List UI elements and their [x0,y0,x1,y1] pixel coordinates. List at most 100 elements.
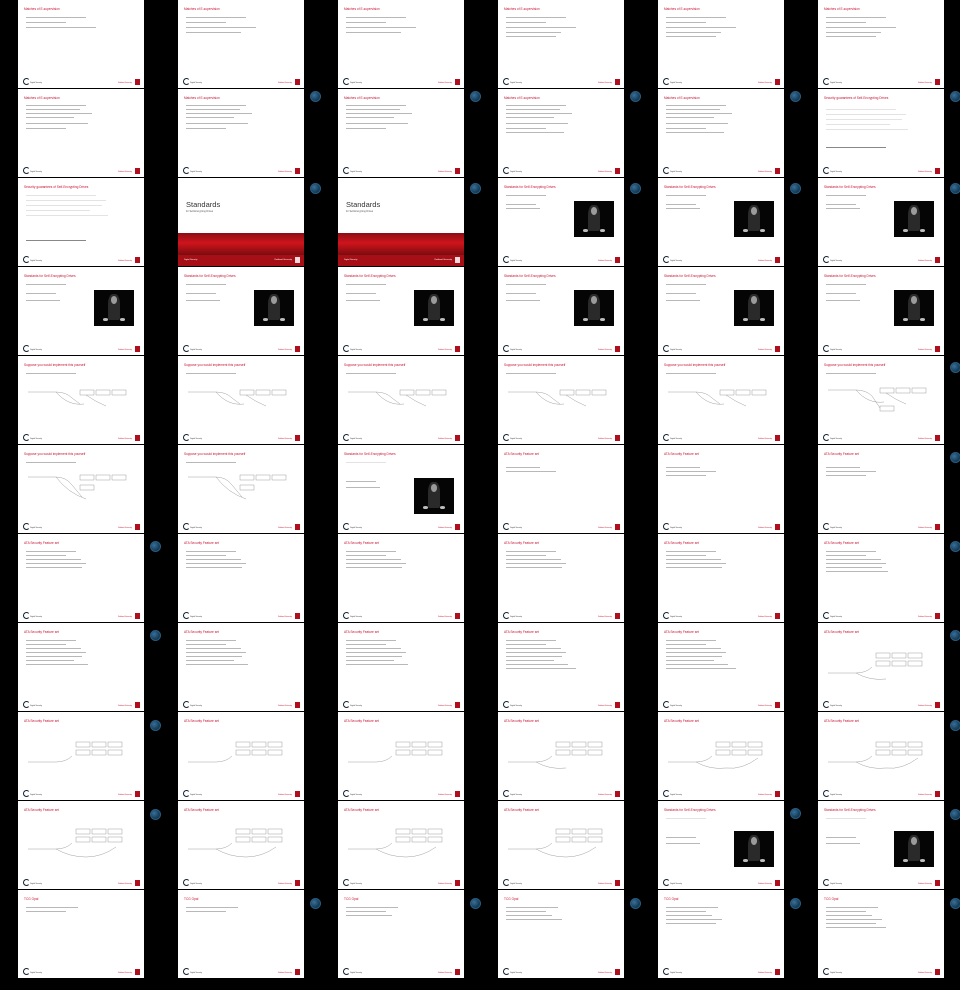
marker-icon[interactable] [790,898,801,909]
photo-image [94,290,134,326]
slide-ata-24[interactable]: ATA Security Feature set Digital Securit… [818,623,944,711]
logo-icon [343,78,350,85]
slide-ata-21[interactable]: ATA Security Feature set Digital Securit… [658,712,784,800]
slide-mbc-9[interactable]: Matches of E-supervision Digital Securit… [658,0,784,88]
marker-icon[interactable] [310,898,321,909]
slide-mbc-4[interactable]: Matches of E-supervision Digital Securit… [178,89,304,177]
marker-icon[interactable] [950,362,960,373]
slide-ata-8[interactable]: ATA Security Feature set Digital Securit… [178,801,304,889]
slide-mbc-3[interactable]: Matches of E-supervision Digital Securit… [178,0,304,88]
marker-icon[interactable] [950,898,960,909]
slide-mbc-2[interactable]: Matches of E-supervision Digital Securit… [18,89,144,177]
marker-icon[interactable] [150,541,161,552]
marker-icon[interactable] [630,183,641,194]
slide-mbc-1[interactable]: Matches of E-supervision Digital Securit… [18,0,144,88]
photo-image [414,478,454,514]
slide-ata-14[interactable]: ATA Security Feature set Digital Securit… [498,534,624,622]
marker-icon[interactable] [150,630,161,641]
marker-icon[interactable] [150,720,161,731]
slide-suppose-6[interactable]: Suppose you would implement this yoursel… [498,356,624,444]
slide-std-7[interactable]: Standards for Self-Encrypting Drives Dig… [658,178,784,266]
slide-std-3[interactable]: Standards for Self-Encrypting Drives Dig… [338,267,464,355]
slide-std-11[interactable]: Standards for Self-Encrypting Drives Dig… [818,267,944,355]
marker-icon[interactable] [790,808,801,819]
slide-standards-title-2[interactable]: Standards for Self-Encrypting Drives Dig… [338,178,464,266]
marker-icon[interactable] [310,91,321,102]
slide-std-1[interactable]: Standards for Self-Encrypting Drives Dig… [18,267,144,355]
slide-ata-17[interactable]: ATA Security Feature set Digital Securit… [498,801,624,889]
slide-ata-9[interactable]: ATA Security Feature set Digital Securit… [338,534,464,622]
slide-ata-2[interactable]: ATA Security Feature set Digital Securit… [18,623,144,711]
slide-ata-20[interactable]: ATA Security Feature set Digital Securit… [658,623,784,711]
slide-std-12[interactable]: Standards for Self-Encrypting Drives Dig… [818,801,944,889]
marker-icon[interactable] [950,452,960,463]
slide-suppose-8[interactable]: Suppose you would implement this yoursel… [818,356,944,444]
slide-ata-23[interactable]: ATA Security Feature set Digital Securit… [818,534,944,622]
marker-icon[interactable] [950,541,960,552]
slide-tcg-2[interactable]: TCG Opal Digital Security Radboud Univers… [178,890,304,978]
slide-ata-22[interactable]: ATA Security Feature set Digital Securit… [818,445,944,533]
slide-std-2[interactable]: Standards for Self-Encrypting Drives Dig… [178,267,304,355]
slide-std-6[interactable]: Standards for Self-Encrypting Drives Dig… [498,267,624,355]
marker-icon[interactable] [470,898,481,909]
slide-mbc-11[interactable]: Matches of E-supervision Digital Securit… [818,0,944,88]
slide-suppose-2[interactable]: Suppose you would implement this yoursel… [18,445,144,533]
slide-ata-5[interactable]: ATA Security Feature set Digital Securit… [178,534,304,622]
marker-icon[interactable] [950,630,960,641]
marker-icon[interactable] [790,183,801,194]
logo-icon [343,167,350,174]
flow-diagram [188,474,287,500]
slide-ata-4[interactable]: ATA Security Feature set Digital Securit… [18,801,144,889]
slide-suppose-5[interactable]: Suppose you would implement this yoursel… [338,356,464,444]
slide-tcg-1[interactable]: TCG Opal Digital Security Radboud Univers… [18,890,144,978]
slide-std-5[interactable]: Standards for Self-Encrypting Drives Dig… [498,178,624,266]
slide-suppose-7[interactable]: Suppose you would implement this yoursel… [658,356,784,444]
slide-ata-13[interactable]: ATA Security Feature set Digital Securit… [498,445,624,533]
slide-ata-25[interactable]: ATA Security Feature set Digital Securit… [818,712,944,800]
slide-mbc-6[interactable]: Matches of E-supervision Digital Securit… [338,89,464,177]
marker-icon[interactable] [150,809,161,820]
slide-ata-19[interactable]: ATA Security Feature set Digital Securit… [658,534,784,622]
flow-diagram [668,741,763,769]
slide-self-enc-1[interactable]: Security guarantees of Self-Encrypting D… [18,178,144,266]
slide-ata-1[interactable]: ATA Security Feature set Digital Securit… [18,534,144,622]
slide-standards-title-1[interactable]: Standards for Self-Encrypting Drives Dig… [178,178,304,266]
slide-mbc-8[interactable]: Matches of E-supervision Digital Securit… [498,89,624,177]
marker-icon[interactable] [790,91,801,102]
slide-std-8[interactable]: Standards for Self-Encrypting Drives Dig… [658,267,784,355]
slide-ata-7[interactable]: ATA Security Feature set Digital Securit… [178,712,304,800]
slide-ata-11[interactable]: ATA Security Feature set Digital Securit… [338,712,464,800]
slide-tcg-4[interactable]: TCG Opal Digital Security Radboud Univers… [498,890,624,978]
marker-icon[interactable] [470,183,481,194]
slide-suppose-4[interactable]: Suppose you would implement this yoursel… [178,445,304,533]
slide-self-enc-2[interactable]: Security guarantees of Self-Encrypting D… [818,89,944,177]
slide-tcg-3[interactable]: TCG Opal Digital Security Radboud Univers… [338,890,464,978]
slide-ata-10[interactable]: ATA Security Feature set Digital Securit… [338,623,464,711]
marker-icon[interactable] [630,91,641,102]
slide-std-4[interactable]: Standards for Self-Encrypting Drives Dig… [338,445,464,533]
crest-icon [135,791,140,797]
slide-mbc-7[interactable]: Matches of E-supervision Digital Securit… [498,0,624,88]
slide-mbc-10[interactable]: Matches of E-supervision Digital Securit… [658,89,784,177]
slide-ata-12[interactable]: ATA Security Feature set Digital Securit… [338,801,464,889]
slide-ata-16[interactable]: ATA Security Feature set Digital Securit… [498,712,624,800]
slide-mbc-5[interactable]: Matches of E-supervision Digital Securit… [338,0,464,88]
slide-suppose-1[interactable]: Suppose you would implement this yoursel… [18,356,144,444]
marker-icon[interactable] [950,91,960,102]
marker-icon[interactable] [630,898,641,909]
logo-icon [663,612,670,619]
slide-tcg-5[interactable]: TCG Opal Digital Security Radboud Univers… [658,890,784,978]
slide-std-9[interactable]: Standards for Self-Encrypting Drives Dig… [658,801,784,889]
marker-icon[interactable] [950,183,960,194]
slide-suppose-3[interactable]: Suppose you would implement this yoursel… [178,356,304,444]
slide-ata-3[interactable]: ATA Security Feature set Digital Securit… [18,712,144,800]
slide-ata-15[interactable]: ATA Security Feature set Digital Securit… [498,623,624,711]
slide-tcg-6[interactable]: TCG Opal Digital Security Radboud Univers… [818,890,944,978]
marker-icon[interactable] [950,809,960,820]
slide-std-10[interactable]: Standards for Self-Encrypting Drives Dig… [818,178,944,266]
slide-ata-18[interactable]: ATA Security Feature set Digital Securit… [658,445,784,533]
slide-ata-6[interactable]: ATA Security Feature set Digital Securit… [178,623,304,711]
marker-icon[interactable] [950,720,960,731]
marker-icon[interactable] [470,91,481,102]
marker-icon[interactable] [310,183,321,194]
